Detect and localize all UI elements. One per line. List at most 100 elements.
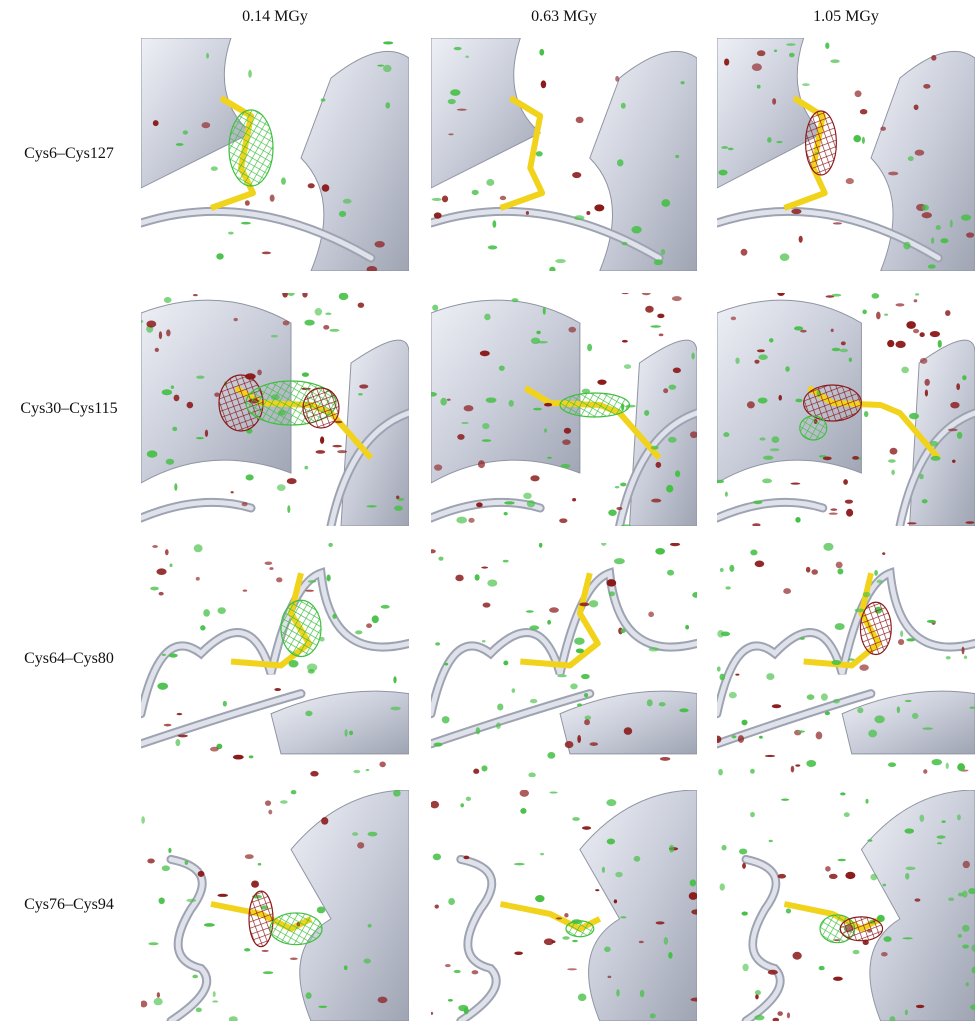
- density-speck: [601, 543, 607, 546]
- density-speck: [463, 855, 470, 860]
- density-speck: [289, 957, 298, 961]
- loop-tube: [431, 569, 697, 717]
- density-speck: [763, 455, 774, 460]
- density-speck: [203, 923, 215, 927]
- density-speck: [795, 764, 801, 767]
- loop-tube: [717, 569, 975, 717]
- density-speck: [286, 478, 297, 485]
- density-speck: [615, 75, 620, 82]
- density-speck: [456, 516, 468, 524]
- density-speck: [141, 816, 145, 824]
- density-speck: [956, 383, 961, 391]
- density-speck: [755, 994, 759, 1000]
- density-speck: [874, 715, 885, 724]
- density-speck: [785, 908, 792, 914]
- density-speck: [288, 660, 299, 668]
- density-speck: [848, 658, 855, 661]
- density-speck: [854, 90, 862, 98]
- density-speck: [798, 235, 803, 243]
- density-speck: [477, 460, 485, 469]
- density-speck: [482, 422, 490, 430]
- density-speck: [882, 552, 886, 556]
- density-speck: [302, 293, 308, 298]
- density-speck: [321, 817, 329, 825]
- density-speck: [719, 883, 725, 891]
- density-speck: [572, 171, 582, 179]
- column-header: 1.05 MGy: [813, 8, 879, 25]
- structure-panel: [431, 790, 697, 1021]
- helix-ribbon: [717, 38, 824, 189]
- density-speck: [617, 159, 624, 167]
- density-speck: [644, 409, 650, 416]
- row-label: Cys6–Cys127: [24, 144, 114, 162]
- density-speck: [536, 330, 541, 335]
- density-speck: [481, 765, 488, 772]
- density-speck: [719, 673, 726, 681]
- density-speck: [164, 549, 169, 556]
- density-speck: [261, 949, 269, 952]
- density-speck: [839, 348, 849, 353]
- density-speck: [479, 350, 490, 357]
- density-speck: [658, 333, 664, 337]
- density-speck: [141, 320, 144, 323]
- density-speck: [921, 212, 932, 219]
- loop-tube: [897, 410, 975, 526]
- density-speck: [193, 544, 203, 553]
- density-speck: [432, 853, 442, 861]
- density-speck: [320, 98, 326, 102]
- density-speck: [543, 938, 554, 946]
- density-speck: [359, 384, 369, 389]
- density-speck: [210, 746, 219, 752]
- density-speck: [594, 204, 605, 212]
- density-speck: [269, 567, 274, 571]
- density-speck: [326, 574, 331, 582]
- density-speck: [555, 258, 566, 264]
- density-speck: [621, 339, 628, 343]
- density-speck: [498, 365, 505, 371]
- loop-tube: [141, 691, 304, 747]
- density-speck: [754, 1014, 765, 1021]
- density-speck: [601, 866, 606, 873]
- density-speck: [833, 976, 843, 981]
- density-speck: [680, 81, 685, 85]
- density-speck: [936, 835, 946, 839]
- density-speck: [455, 574, 464, 582]
- density-speck: [659, 756, 671, 761]
- density-speck: [914, 898, 921, 902]
- density-speck: [771, 436, 780, 443]
- density-speck: [936, 842, 943, 845]
- density-speck: [328, 543, 333, 548]
- helix-ribbon: [870, 50, 975, 271]
- disulfide-stick: [520, 572, 601, 669]
- density-speck: [660, 249, 666, 255]
- density-speck: [945, 310, 951, 316]
- density-speck: [758, 354, 768, 360]
- density-speck: [752, 523, 761, 526]
- density-speck: [880, 951, 888, 957]
- density-speck: [843, 812, 850, 818]
- density-speck: [963, 655, 968, 660]
- density-speck: [358, 393, 363, 396]
- density-speck: [396, 495, 400, 500]
- density-speck: [779, 253, 790, 262]
- density-speck: [447, 998, 453, 1002]
- density-speck: [584, 692, 589, 698]
- density-speck: [825, 295, 835, 298]
- density-speck: [513, 862, 525, 866]
- density-speck: [307, 183, 315, 189]
- density-speck: [641, 293, 651, 296]
- density-speck: [650, 325, 662, 328]
- density-speck: [837, 568, 844, 575]
- density-speck: [762, 478, 772, 484]
- row-label: Cys76–Cys94: [24, 895, 114, 913]
- density-speck: [446, 398, 451, 401]
- density-speck: [746, 401, 755, 409]
- density-speck: [276, 484, 286, 492]
- density-speck: [614, 486, 620, 489]
- density-speck: [876, 914, 885, 923]
- density-speck: [778, 394, 782, 401]
- density-speck: [367, 831, 378, 837]
- density-speck: [862, 309, 867, 315]
- density-speck: [876, 311, 881, 320]
- density-speck: [668, 844, 675, 853]
